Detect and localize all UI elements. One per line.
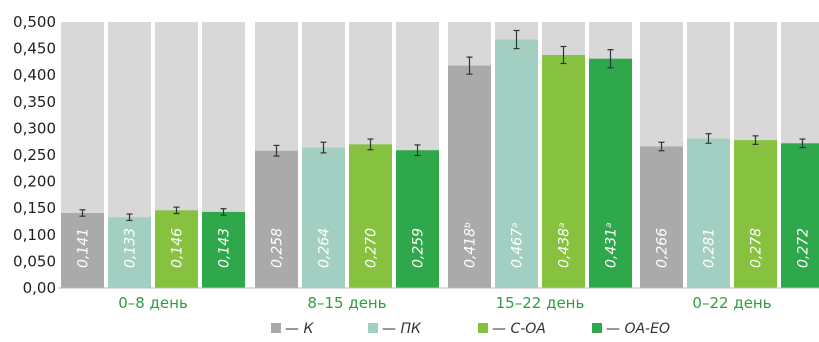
data-label: 0,418ᵇ	[463, 222, 479, 268]
data-label: 0,146	[170, 228, 186, 268]
data-label: 0,278	[749, 228, 765, 268]
data-label: 0,264	[317, 228, 333, 268]
data-label: 0,141	[76, 228, 92, 268]
bar	[302, 147, 345, 288]
legend-swatch	[478, 323, 488, 333]
data-label: 0,266	[655, 228, 671, 268]
y-tick-label: 0,00	[23, 279, 56, 297]
data-label: 0,270	[364, 228, 380, 268]
y-tick-label: 0,100	[13, 226, 56, 244]
data-label: 0,281	[702, 228, 718, 268]
y-tick-label: 0,400	[13, 66, 56, 84]
y-tick-label: 0,350	[13, 93, 56, 111]
bar	[61, 212, 104, 288]
bar	[589, 58, 632, 288]
data-label: 0,258	[270, 228, 286, 268]
x-category-label: 15–22 день	[496, 294, 585, 312]
data-label: 0,133	[123, 228, 139, 268]
data-label: 0,431ᵃ	[604, 222, 620, 268]
data-label: 0,272	[796, 228, 812, 268]
bar	[781, 143, 819, 288]
bar	[734, 140, 777, 288]
bar	[396, 150, 439, 288]
y-tick-label: 0,050	[13, 252, 56, 270]
y-tick-label: 0,500	[13, 13, 56, 31]
bar	[687, 138, 730, 288]
data-label: 0,438ᵃ	[557, 222, 573, 268]
bar	[542, 54, 585, 288]
legend-swatch	[271, 323, 281, 333]
data-label: 0,259	[411, 228, 427, 268]
y-tick-label: 0,150	[13, 199, 56, 217]
legend-label: — К	[285, 321, 314, 337]
data-label: 0,143	[217, 228, 233, 268]
bar	[640, 146, 683, 288]
y-tick-label: 0,450	[13, 40, 56, 58]
legend-label: — ОА-ЕО	[606, 321, 670, 337]
bar	[255, 150, 298, 288]
legend-label: — ПК	[382, 321, 422, 337]
legend-label: — С-ОА	[492, 321, 546, 337]
y-tick-label: 0,300	[13, 119, 56, 137]
legend-swatch	[592, 323, 602, 333]
y-tick-label: 0,200	[13, 173, 56, 191]
x-category-label: 8–15 день	[307, 294, 386, 312]
bar	[108, 217, 151, 288]
bar	[155, 210, 198, 288]
bar	[349, 144, 392, 288]
bar	[448, 65, 491, 289]
bar	[202, 211, 245, 288]
x-category-label: 0–22 день	[692, 294, 771, 312]
data-label: 0,467ᵃ	[510, 222, 526, 268]
legend-swatch	[368, 323, 378, 333]
x-category-label: 0–8 день	[118, 294, 188, 312]
y-tick-label: 0,250	[13, 146, 56, 164]
bar	[495, 39, 538, 288]
